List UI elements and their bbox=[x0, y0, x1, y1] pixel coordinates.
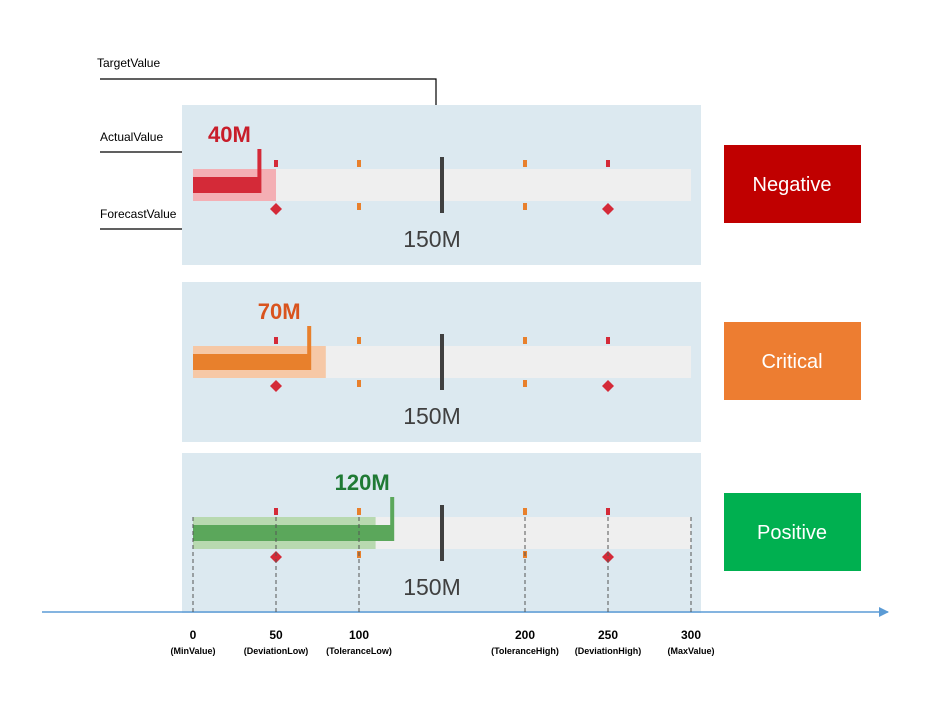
threshold-marker-top bbox=[274, 508, 278, 515]
actual-bar bbox=[193, 354, 310, 370]
deviation-diamond bbox=[602, 551, 614, 563]
status-label-positive: Positive bbox=[757, 522, 827, 544]
threshold-marker-bottom bbox=[523, 380, 527, 387]
target-value-label: 150M bbox=[403, 403, 461, 429]
status-box-critical bbox=[724, 322, 861, 400]
axis-tick-name: (DeviationHigh) bbox=[575, 646, 642, 656]
deviation-diamond bbox=[602, 380, 614, 392]
threshold-marker-top bbox=[523, 160, 527, 167]
status-box-positive bbox=[724, 493, 861, 571]
deviation-diamond bbox=[270, 380, 282, 392]
axis-tick-name: (MaxValue) bbox=[667, 646, 714, 656]
axis-tick-value: 0 bbox=[190, 628, 197, 642]
axis-tick-name: (ToleranceLow) bbox=[326, 646, 392, 656]
status-label-critical: Critical bbox=[761, 351, 822, 373]
deviation-diamond bbox=[270, 203, 282, 215]
target-value-annotation: TargetValue bbox=[97, 56, 160, 70]
threshold-marker-top bbox=[274, 337, 278, 344]
actual-value-label: 70M bbox=[258, 299, 301, 324]
actual-bar bbox=[193, 525, 393, 541]
actual-marker bbox=[257, 149, 262, 193]
threshold-marker-top bbox=[523, 508, 527, 515]
threshold-marker-top bbox=[357, 508, 361, 515]
actual-value-label: 40M bbox=[208, 122, 251, 147]
axis-tick-name: (MinValue) bbox=[170, 646, 215, 656]
threshold-marker-top bbox=[357, 337, 361, 344]
threshold-marker-top bbox=[357, 160, 361, 167]
target-value-label: 150M bbox=[403, 226, 461, 252]
target-marker bbox=[440, 157, 444, 213]
deviation-diamond bbox=[270, 551, 282, 563]
actual-value-label: 120M bbox=[335, 470, 390, 495]
target-marker bbox=[440, 505, 444, 561]
deviation-diamond bbox=[602, 203, 614, 215]
actual-marker bbox=[390, 497, 395, 541]
target-marker bbox=[440, 334, 444, 390]
threshold-marker-top bbox=[606, 160, 610, 167]
actual-bar bbox=[193, 177, 260, 193]
threshold-marker-bottom bbox=[357, 203, 361, 210]
axis-tick-name: (DeviationLow) bbox=[244, 646, 309, 656]
axis-tick-name: (ToleranceHigh) bbox=[491, 646, 559, 656]
threshold-marker-top bbox=[274, 160, 278, 167]
axis-tick-value: 250 bbox=[598, 628, 618, 642]
status-box-negative bbox=[724, 145, 861, 223]
forecast-value-annotation: ForecastValue bbox=[100, 207, 177, 221]
actual-value-annotation: ActualValue bbox=[100, 130, 163, 144]
threshold-marker-bottom bbox=[523, 203, 527, 210]
target-value-label: 150M bbox=[403, 574, 461, 600]
axis-tick-value: 200 bbox=[515, 628, 535, 642]
threshold-marker-top bbox=[606, 337, 610, 344]
status-label-negative: Negative bbox=[753, 174, 832, 196]
axis-tick-value: 100 bbox=[349, 628, 369, 642]
threshold-marker-top bbox=[523, 337, 527, 344]
threshold-marker-bottom bbox=[357, 380, 361, 387]
threshold-marker-top bbox=[606, 508, 610, 515]
axis-tick-value: 300 bbox=[681, 628, 701, 642]
axis-tick-value: 50 bbox=[269, 628, 283, 642]
actual-marker bbox=[307, 326, 312, 370]
